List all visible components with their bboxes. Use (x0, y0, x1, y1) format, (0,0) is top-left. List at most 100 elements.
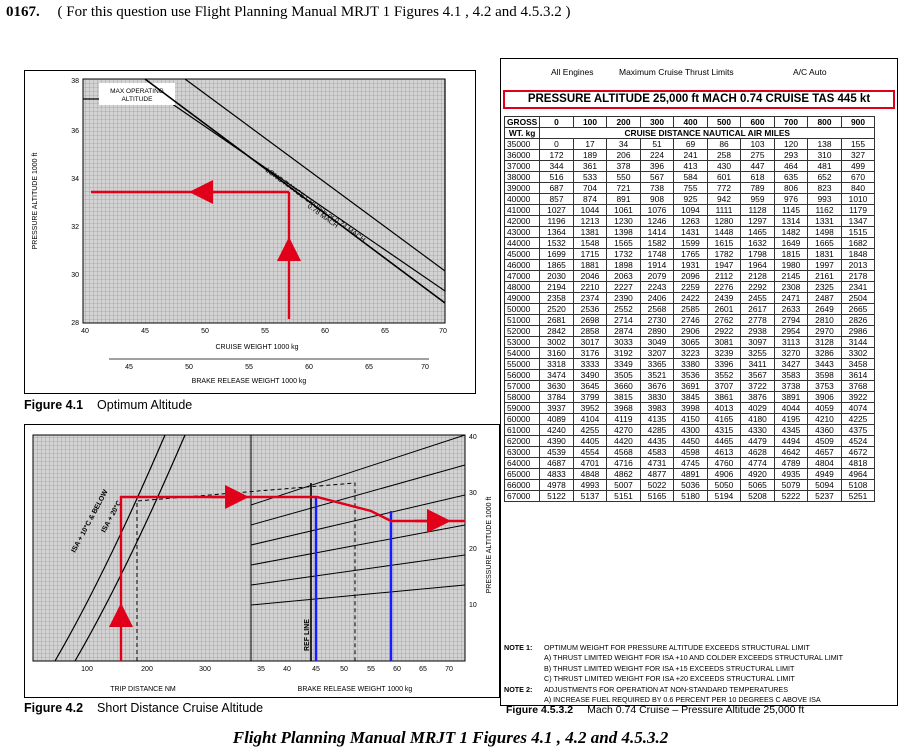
table-row: 42000 1196 1213 1230 1246 1263 1280 1297 1314 133… (503, 215, 876, 227)
distance-cell: 1898 (606, 259, 641, 271)
distance-cell: 2063 (606, 270, 641, 282)
distance-cell: 4949 (807, 468, 842, 480)
gross-weight-cell: 59000 (503, 402, 541, 414)
distance-cell: 3223 (673, 347, 708, 359)
table-row: 54000 3160 3176 3192 3207 3223 3239 3255 3270 328… (503, 347, 876, 359)
brw-line (250, 434, 466, 506)
x-tick: 45 (141, 328, 149, 335)
gross-weight-cell: 38000 (503, 171, 541, 183)
gross-weight-cell: 55000 (503, 358, 541, 370)
distance-cell: 3567 (740, 369, 775, 381)
x-tick: 60 (321, 328, 329, 335)
fig41-x-label: CRUISE WEIGHT 1000 kg (215, 344, 298, 351)
distance-cell: 1179 (840, 204, 876, 216)
fig41-svg: MAX OPERATING ALTITUDE LONG RANGE CRUISE… (32, 78, 447, 385)
y-tick: 36 (71, 128, 79, 135)
table-row: 45000 1699 1715 1732 1748 1765 1782 1798 1815 183… (503, 248, 876, 260)
brw-tick: 70 (445, 666, 453, 673)
note-line: C) THRUST LIMITED WEIGHT FOR ISA +20 EXC… (504, 674, 894, 684)
x-tick: 55 (261, 328, 269, 335)
distance-cell: 5222 (773, 490, 809, 502)
gross-weight-cell: 42000 (503, 215, 541, 227)
distance-cell: 3427 (773, 358, 809, 370)
distance-cell: 3968 (606, 402, 641, 414)
gross-weight-cell: 51000 (503, 314, 541, 326)
distance-cell: 2259 (673, 281, 708, 293)
distance-cell: 3861 (706, 391, 742, 403)
distance-cell: 2406 (639, 292, 675, 304)
fig4532-caption: Figure 4.5.3.2 Mach 0.74 Cruise – Pressur… (506, 704, 804, 716)
distance-cell: 4029 (740, 402, 775, 414)
distance-cell: 4180 (740, 413, 775, 425)
x2-tick: 65 (365, 364, 373, 371)
distance-cell: 5007 (606, 479, 641, 491)
distance-cell: 1881 (572, 259, 608, 271)
distance-cell: 3505 (606, 369, 641, 381)
distance-cell: 2046 (572, 270, 608, 282)
table-row: 49000 2358 2374 2390 2406 2422 2439 2455 2471 248… (503, 292, 876, 304)
gross-weight-cell: 35000 (503, 138, 541, 150)
distance-cell: 4818 (840, 457, 876, 469)
table-row: 40000 857 874 891 908 925 942 959 976 993 1010 (503, 193, 876, 205)
distance-cell: 1699 (539, 248, 574, 260)
distance-cell: 4479 (740, 435, 775, 447)
distance-cell: 464 (773, 160, 809, 172)
table-subheader: CRUISE DISTANCE NAUTICAL AIR MILES (539, 127, 876, 139)
distance-cell: 2227 (606, 281, 641, 293)
distance-cell: 1865 (539, 259, 574, 271)
distance-cell: 4074 (840, 402, 876, 414)
distance-cell: 1848 (840, 248, 876, 260)
distance-cell: 172 (539, 149, 574, 161)
note-label: NOTE 1: (504, 643, 533, 652)
brw-tick: 40 (283, 666, 291, 673)
distance-cell: 4059 (807, 402, 842, 414)
distance-cell: 908 (639, 193, 675, 205)
distance-cell: 738 (639, 182, 675, 194)
table-row: 41000 1027 1044 1061 1076 1094 1111 1128 1145 116… (503, 204, 876, 216)
distance-cell: 1632 (740, 237, 775, 249)
fig41-caption: Figure 4.1 Optimum Altitude (24, 398, 192, 412)
distance-cell: 2762 (706, 314, 742, 326)
distance-cell: 3645 (572, 380, 608, 392)
distance-cell: 1213 (572, 215, 608, 227)
distance-cell: 4848 (572, 468, 608, 480)
distance-cell: 1364 (539, 226, 574, 238)
distance-cell: 310 (807, 149, 842, 161)
distance-cell: 3192 (606, 347, 641, 359)
note-line: NOTE 2: ADJUSTMENTS FOR OPERATION AT NON-… (504, 685, 894, 695)
distance-cell: 670 (840, 171, 876, 183)
distance-cell: 2308 (773, 281, 809, 293)
distance-cell: 3411 (740, 358, 775, 370)
note-text: A) INCREASE FUEL REQUIRED BY 0.6 PERCENT… (544, 695, 821, 705)
distance-cell: 4598 (673, 446, 708, 458)
distance-cell: 3443 (807, 358, 842, 370)
distance-cell: 1815 (773, 248, 809, 260)
distance-cell: 4554 (572, 446, 608, 458)
distance-cell: 601 (706, 171, 742, 183)
note-text: ADJUSTMENTS FOR OPERATION AT NON-STANDAR… (544, 684, 788, 694)
y-tick: 38 (71, 78, 79, 85)
distance-cell: 1599 (673, 237, 708, 249)
distance-cell: 1665 (807, 237, 842, 249)
distance-cell: 3815 (606, 391, 641, 403)
distance-cell: 2536 (572, 303, 608, 315)
distance-cell: 1230 (606, 215, 641, 227)
distance-cell: 4774 (740, 457, 775, 469)
distance-cell: 4524 (840, 435, 876, 447)
distance-cell: 1162 (807, 204, 842, 216)
distance-cell: 4891 (673, 468, 708, 480)
distance-cell: 5122 (539, 490, 574, 502)
distance-cell: 155 (840, 138, 876, 150)
fig41-x2-label: BRAKE RELEASE WEIGHT 1000 kg (192, 378, 307, 385)
distance-cell: 189 (572, 149, 608, 161)
distance-cell: 4672 (840, 446, 876, 458)
table-header-row: GROSS 0 100 200 300 400 500 600 700 800 … (503, 116, 876, 128)
note-text: C) THRUST LIMITED WEIGHT FOR ISA +20 EXC… (544, 674, 795, 684)
distance-cell: 2568 (639, 303, 675, 315)
distance-cell: 5251 (840, 490, 876, 502)
brw-tick: 65 (419, 666, 427, 673)
distance-cell: 4509 (807, 435, 842, 447)
x-tick: 70 (439, 328, 447, 335)
distance-cell: 2374 (572, 292, 608, 304)
brw-tick: 45 (312, 666, 320, 673)
